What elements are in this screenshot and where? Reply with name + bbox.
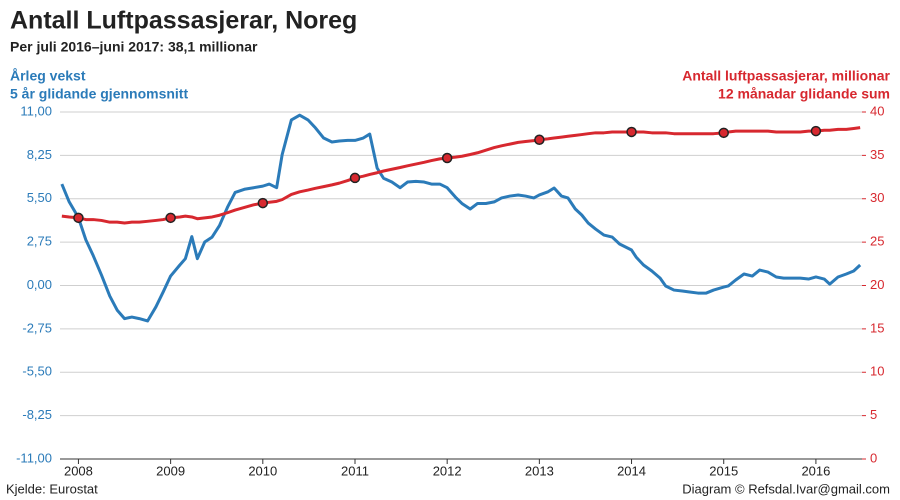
point-marker bbox=[257, 197, 269, 209]
y2-tick-label: 5 bbox=[870, 407, 877, 422]
y-tick-label: 5,50 bbox=[27, 190, 52, 205]
point-marker bbox=[810, 125, 822, 137]
x-tick-label: 2015 bbox=[709, 463, 738, 478]
chart-title: Antall Luftpassasjerar, Noreg bbox=[10, 7, 357, 35]
x-tick-label: 2011 bbox=[341, 463, 369, 478]
y2-tick-label: 20 bbox=[870, 277, 884, 292]
x-tick-label: 2008 bbox=[64, 463, 93, 478]
credit: Diagram © Refsdal.Ivar@gmail.com bbox=[682, 481, 890, 496]
y-tick-label: -5,50 bbox=[22, 364, 52, 379]
point-marker bbox=[534, 134, 545, 146]
x-tick-label: 2012 bbox=[433, 463, 462, 478]
y-tick-label: -2,75 bbox=[22, 320, 52, 335]
y-tick-label: -11,00 bbox=[16, 450, 52, 465]
source: Kjelde: Eurostat bbox=[6, 481, 98, 496]
y-tick-label: 11,00 bbox=[20, 103, 52, 118]
point-marker bbox=[165, 212, 176, 224]
x-tick-label: 2016 bbox=[801, 463, 830, 478]
y-tick-label: 0,00 bbox=[27, 277, 52, 292]
series-line bbox=[61, 126, 861, 225]
y2-tick-label: 35 bbox=[870, 147, 884, 162]
point-marker bbox=[349, 172, 361, 184]
point-marker bbox=[626, 126, 637, 138]
y2-tick-label: 40 bbox=[870, 103, 884, 118]
x-tick-label: 2014 bbox=[617, 463, 646, 478]
x-tick-label: 2010 bbox=[248, 463, 277, 478]
x-tick-label: 2013 bbox=[525, 463, 554, 478]
series-line bbox=[60, 113, 862, 323]
point-marker bbox=[73, 212, 84, 224]
y2-tick-label: 15 bbox=[870, 320, 884, 335]
y2-tick-label: 25 bbox=[870, 234, 884, 249]
y-tick-label: -8,25 bbox=[22, 407, 52, 422]
y2-axis-label: 12 månadar glidande sum bbox=[718, 86, 890, 102]
y2-axis-label: Antall luftpassasjerar, millionar bbox=[682, 68, 890, 84]
y2-tick-label: 0 bbox=[870, 450, 877, 465]
x-tick-label: 2009 bbox=[156, 463, 185, 478]
chart-subtitle: Per juli 2016–juni 2017: 38,1 millionar bbox=[10, 39, 258, 55]
y-tick-label: 2,75 bbox=[27, 234, 52, 249]
y-axis-label: Årleg vekst bbox=[10, 68, 86, 84]
y-axis-label: 5 år glidande gjennomsnitt bbox=[10, 86, 188, 102]
y2-tick-label: 30 bbox=[870, 190, 884, 205]
y-tick-label: 8,25 bbox=[27, 147, 52, 162]
y2-tick-label: 10 bbox=[870, 364, 884, 379]
point-marker bbox=[441, 152, 453, 164]
point-marker bbox=[718, 127, 729, 139]
